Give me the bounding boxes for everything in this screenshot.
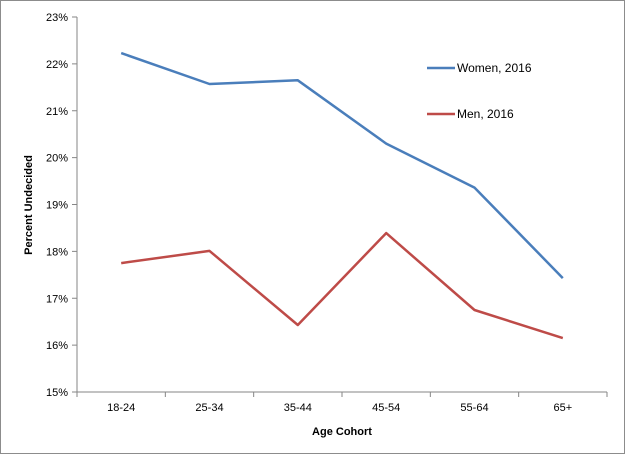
x-tick-label: 35-44: [284, 402, 312, 414]
legend-label: Women, 2016: [457, 61, 532, 75]
y-tick-label: 21%: [46, 106, 68, 118]
legend: Women, 2016 Men, 2016: [427, 61, 532, 121]
y-tick-label: 15%: [46, 387, 68, 399]
y-tick-labels: 15% 16% 17% 18% 19% 20% 21% 22% 23%: [46, 12, 68, 399]
series-line-1: [120, 51, 564, 279]
y-tick-label: 17%: [46, 293, 68, 305]
axes: [72, 16, 608, 397]
x-tick-label: 25-34: [195, 402, 223, 414]
x-tick-label: 45-54: [372, 402, 400, 414]
y-tick-label: 16%: [46, 340, 68, 352]
x-axis-title: Age Cohort: [312, 426, 372, 438]
y-tick-label: 18%: [46, 246, 68, 258]
series-line-2: [121, 231, 564, 340]
legend-label: Men, 2016: [457, 107, 514, 121]
y-tick-label: 23%: [46, 12, 68, 24]
x-tick-label: 18-24: [107, 402, 135, 414]
y-tick-label: 22%: [46, 59, 68, 71]
x-tick-labels: 18-24 25-34 35-44 45-54 55-64 65+: [107, 402, 572, 414]
y-tick-label: 19%: [46, 200, 68, 212]
series-lines: [120, 51, 564, 340]
y-tick-label: 20%: [46, 153, 68, 165]
x-tick-label: 65+: [553, 402, 572, 414]
y-axis-title: Percent Undecided: [23, 155, 35, 255]
x-tick-label: 55-64: [460, 402, 488, 414]
